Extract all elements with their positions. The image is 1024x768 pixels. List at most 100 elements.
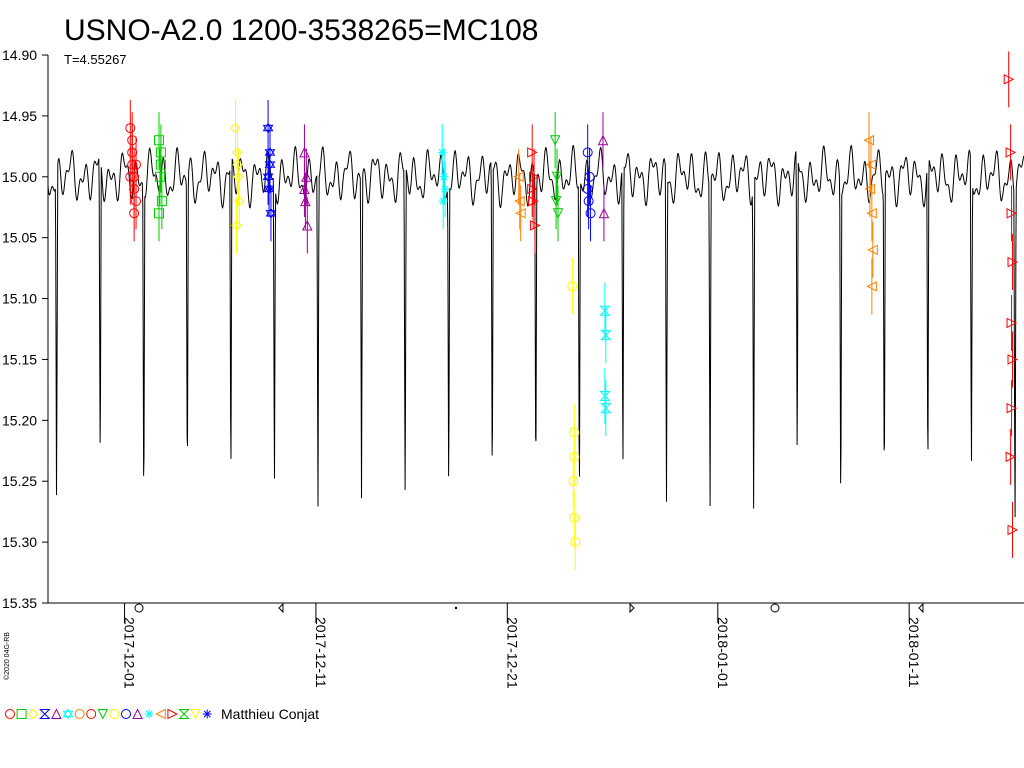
data-point — [439, 172, 449, 182]
x-tick-label: 2017-12-21 — [504, 617, 520, 689]
data-point — [513, 171, 524, 183]
y-tick-label: 15.25 — [2, 473, 37, 489]
legend-marker — [86, 709, 97, 719]
data-point — [1005, 451, 1017, 463]
data-point — [527, 147, 538, 158]
data-point — [582, 147, 593, 158]
moon-phase-marker — [134, 603, 144, 613]
x-tick-label: 2017-12-01 — [122, 617, 138, 689]
chart-subtitle: T=4.55267 — [64, 52, 127, 67]
legend-marker — [202, 709, 212, 719]
data-point — [156, 196, 167, 207]
y-tick-label: 15.30 — [2, 534, 37, 550]
data-point — [153, 208, 164, 219]
series-1 — [153, 112, 167, 242]
x-tick-label: 2017-12-11 — [313, 617, 329, 688]
legend-marker — [74, 709, 85, 719]
data-point — [584, 171, 595, 182]
series-4 — [299, 124, 313, 254]
y-tick-label: 15.10 — [2, 291, 37, 307]
data-point — [569, 512, 580, 523]
series-0 — [125, 100, 142, 242]
data-point — [867, 244, 878, 256]
legend-marker — [155, 708, 166, 720]
data-point — [567, 281, 578, 292]
series-2 — [230, 100, 245, 254]
data-point — [552, 208, 564, 219]
data-point — [127, 135, 138, 146]
legend-marker — [97, 709, 109, 720]
data-point — [154, 171, 165, 182]
series-5 — [437, 124, 450, 230]
legend-marker — [39, 709, 51, 719]
legend-marker — [167, 708, 179, 720]
data-point — [1005, 147, 1017, 158]
y-tick-label: 14.95 — [2, 108, 37, 124]
data-point — [1006, 317, 1018, 329]
legend-observer: Matthieu Conjat — [221, 706, 319, 722]
data-point — [568, 476, 579, 487]
data-point — [131, 196, 142, 207]
legend-marker — [62, 708, 74, 720]
legend-marker — [109, 709, 120, 719]
data-point — [551, 171, 563, 183]
data-point — [549, 135, 561, 146]
legend-marker — [16, 709, 27, 719]
series-9 — [567, 258, 581, 571]
y-tick-label: 15.05 — [2, 230, 37, 246]
data-point — [585, 208, 596, 219]
chart-title: USNO-A2.0 1200-3538265=MC108 — [64, 14, 538, 47]
data-point — [599, 305, 611, 316]
data-point — [440, 184, 450, 194]
data-point — [265, 207, 277, 219]
series-8 — [549, 112, 564, 242]
series-14 — [1003, 51, 1019, 558]
data-point — [1003, 74, 1015, 85]
legend-marker — [144, 709, 154, 719]
x-tick-label: 2018-01-11 — [906, 617, 922, 688]
legend-marker — [178, 709, 190, 719]
moon-phase-marker — [278, 602, 284, 614]
data-point — [131, 159, 142, 170]
data-point — [232, 147, 243, 158]
series-6 — [513, 148, 526, 242]
model-curve-line — [47, 144, 1024, 518]
legend-marker — [27, 708, 39, 720]
data-point — [598, 207, 610, 219]
data-point — [529, 171, 540, 183]
data-point — [863, 134, 874, 146]
moon-phase-marker — [629, 602, 635, 614]
y-tick-label: 15.00 — [2, 169, 37, 185]
data-point — [1006, 402, 1018, 414]
data-point — [155, 147, 166, 158]
moon-phase-marker — [770, 603, 780, 613]
y-tick-label: 15.15 — [2, 351, 37, 367]
data-point — [527, 183, 538, 195]
data-point — [528, 195, 539, 207]
moon-phase-marker — [918, 602, 924, 614]
data-point — [569, 451, 580, 462]
data-point — [437, 147, 447, 157]
data-point — [231, 220, 242, 231]
data-point — [438, 196, 448, 206]
data-point — [583, 196, 594, 207]
data-point — [1007, 256, 1019, 268]
series-11 — [597, 112, 610, 242]
data-point — [865, 159, 876, 170]
data-point — [582, 183, 593, 194]
legend-marker — [190, 709, 201, 720]
y-tick-label: 14.90 — [2, 47, 37, 63]
y-axis-ticks: 14.90 14.95 15.00 15.05 15.10 15.15 15.20 15.25… — [2, 47, 48, 611]
chart-credit: ©2020 04G-RB — [3, 632, 11, 680]
data-point — [299, 183, 310, 194]
legend-marker — [132, 708, 143, 719]
legend-markers — [5, 708, 212, 720]
data-point — [153, 135, 164, 146]
data-point — [125, 171, 136, 182]
data-point — [1006, 208, 1018, 219]
legend-marker — [121, 709, 131, 719]
data-point — [264, 146, 276, 158]
data-point — [600, 330, 612, 341]
data-point — [1007, 354, 1019, 365]
